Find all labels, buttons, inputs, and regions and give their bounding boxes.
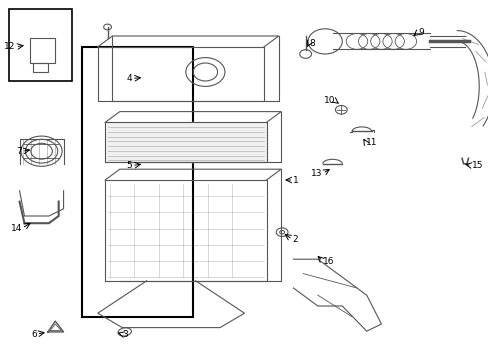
Text: 6: 6	[31, 330, 37, 338]
Polygon shape	[105, 122, 266, 162]
Text: 1: 1	[293, 176, 299, 185]
Text: 11: 11	[365, 138, 377, 147]
Text: 14: 14	[11, 224, 22, 233]
Text: 3: 3	[122, 330, 128, 338]
Text: 12: 12	[4, 42, 16, 51]
Text: 5: 5	[126, 161, 132, 170]
Bar	[82, 47, 193, 317]
Text: 7: 7	[16, 147, 22, 156]
Text: 2: 2	[292, 235, 298, 244]
Text: 4: 4	[126, 74, 132, 83]
Bar	[9, 9, 72, 81]
Text: 8: 8	[308, 39, 314, 48]
Text: 10: 10	[323, 96, 334, 105]
Text: 9: 9	[417, 28, 423, 37]
Text: 13: 13	[310, 169, 322, 178]
Text: 15: 15	[471, 161, 483, 170]
Text: 16: 16	[322, 256, 334, 266]
Bar	[30, 38, 55, 63]
Bar	[33, 63, 48, 72]
